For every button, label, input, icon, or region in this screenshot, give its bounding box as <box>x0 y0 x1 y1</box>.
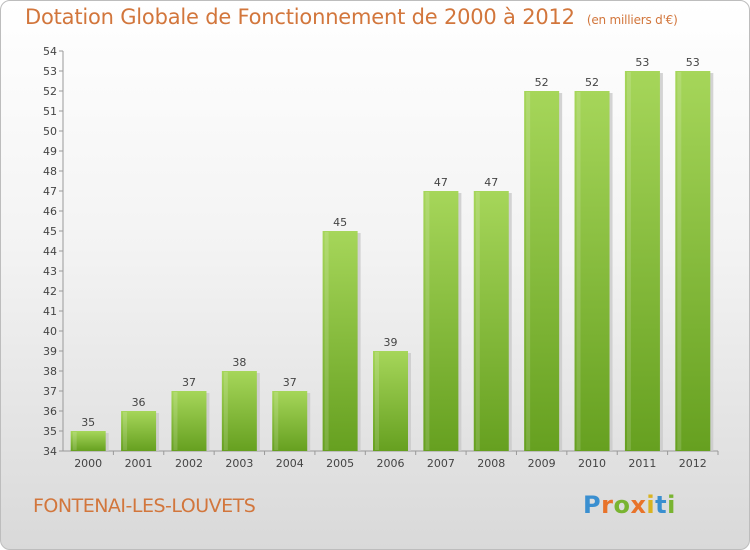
y-tick-label: 47 <box>43 185 57 198</box>
x-tick-label: 2007 <box>427 457 455 470</box>
y-tick-label: 51 <box>43 105 57 118</box>
y-tick-label: 54 <box>43 45 57 58</box>
bar <box>624 71 660 451</box>
y-tick-label: 36 <box>43 405 57 418</box>
x-tick-label: 2008 <box>477 457 505 470</box>
data-labels: 35 36 37 38 37 45 39 47 47 52 52 53 53 <box>81 56 700 429</box>
x-tick-label: 2006 <box>377 457 405 470</box>
bar-highlight <box>677 72 682 450</box>
logo-letter: i <box>646 491 656 519</box>
data-label: 52 <box>585 76 599 89</box>
bar-highlight <box>123 412 128 450</box>
y-tick-label: 42 <box>43 285 57 298</box>
bar-highlight <box>274 392 279 450</box>
bar <box>524 91 560 451</box>
chart-title-text: Dotation Globale de Fonctionnement de 20… <box>25 5 575 29</box>
x-tick-label: 2009 <box>528 457 556 470</box>
chart-unit-note: (en milliers d'€) <box>586 13 678 27</box>
x-tick-label: 2010 <box>578 457 606 470</box>
bar-highlight <box>375 352 379 450</box>
x-tick-label: 2002 <box>175 457 203 470</box>
bar <box>322 231 358 451</box>
bar-highlight <box>173 392 178 450</box>
bar-highlight <box>526 92 531 450</box>
bar <box>574 91 610 451</box>
y-tick-label: 48 <box>43 165 57 178</box>
x-tick-label: 2011 <box>628 457 656 470</box>
x-tick-label: 2003 <box>225 457 253 470</box>
data-label: 52 <box>535 76 549 89</box>
data-label: 35 <box>81 416 95 429</box>
bar <box>221 371 257 451</box>
bar-highlight <box>626 72 631 450</box>
data-label: 39 <box>384 336 398 349</box>
y-tick-label: 43 <box>43 265 57 278</box>
bar-highlight <box>425 192 430 450</box>
bar-highlight <box>223 372 228 450</box>
y-tick-label: 49 <box>43 145 57 158</box>
bar <box>373 351 408 451</box>
y-tick-label: 40 <box>43 325 57 338</box>
logo-letter: o <box>613 491 631 519</box>
y-tick-label: 34 <box>43 445 57 458</box>
data-label: 45 <box>333 216 347 229</box>
logo-letter: P <box>583 491 602 519</box>
y-tick-label: 50 <box>43 125 57 138</box>
x-tick-label: 2000 <box>74 457 102 470</box>
data-label: 53 <box>686 56 700 69</box>
y-tick-label: 37 <box>43 385 57 398</box>
y-tick-label: 38 <box>43 365 57 378</box>
x-tick-label: 2004 <box>276 457 304 470</box>
logo-letter: i <box>667 491 676 519</box>
y-tick-label: 46 <box>43 205 57 218</box>
y-tick-label: 35 <box>43 425 57 438</box>
y-tick-label: 44 <box>43 245 57 258</box>
y-tick-label: 52 <box>43 85 57 98</box>
bar-highlight <box>475 192 480 450</box>
data-label: 38 <box>232 356 246 369</box>
y-tick-label: 45 <box>43 225 57 238</box>
proxiti-logo[interactable]: Proxiti <box>583 491 676 519</box>
x-tick-label: 2001 <box>125 457 153 470</box>
x-tick-label: 2012 <box>679 457 707 470</box>
y-tick-label: 41 <box>43 305 57 318</box>
y-tick-label: 39 <box>43 345 57 358</box>
bar <box>121 411 157 451</box>
bar <box>473 191 509 451</box>
bar <box>423 191 459 451</box>
bar-highlight <box>72 432 77 450</box>
data-label: 36 <box>132 396 146 409</box>
bar-highlight <box>576 92 581 450</box>
bar <box>70 431 106 451</box>
y-axis: 34 35 36 37 38 39 40 41 42 43 44 45 46 47 48 49 50 51 52 53… <box>43 45 64 458</box>
logo-letter: t <box>655 491 668 519</box>
x-tick-label: 2005 <box>326 457 354 470</box>
logo-letter: r <box>601 491 614 519</box>
data-label: 37 <box>182 376 196 389</box>
data-label: 47 <box>434 176 448 189</box>
logo-letter: x <box>630 491 647 519</box>
x-axis: 2000 2001 2002 2003 2004 2005 2006 2007 2008 2009… <box>63 450 719 470</box>
bar-highlight <box>324 232 329 450</box>
bar <box>675 71 711 451</box>
bar <box>171 391 207 451</box>
bar <box>272 391 308 451</box>
y-tick-label: 53 <box>43 65 57 78</box>
commune-name: FONTENAI-LES-LOUVETS <box>33 495 256 517</box>
data-label: 53 <box>635 56 649 69</box>
data-label: 37 <box>283 376 297 389</box>
data-label: 47 <box>484 176 498 189</box>
bars <box>70 71 714 451</box>
chart-title: Dotation Globale de Fonctionnement de 20… <box>25 5 678 29</box>
